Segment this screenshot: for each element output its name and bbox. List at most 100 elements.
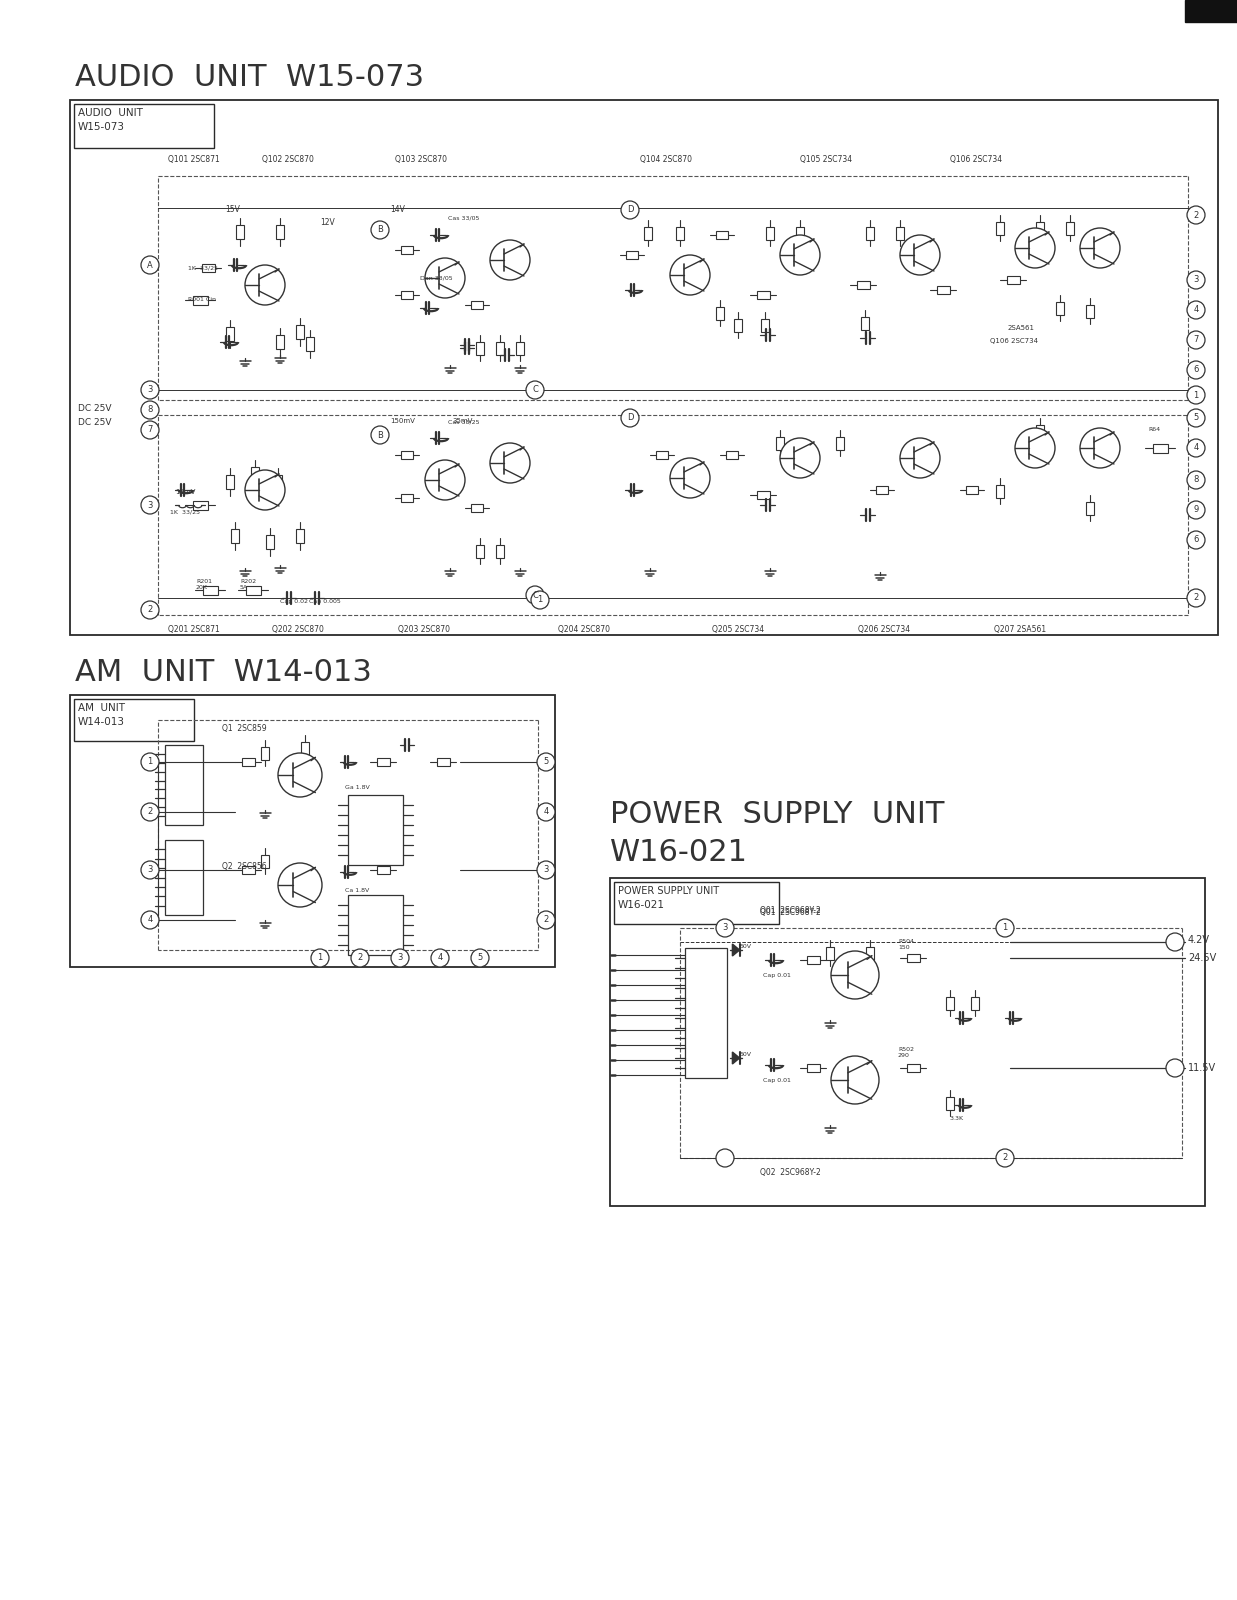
Text: Q02  2SC968Y-2: Q02 2SC968Y-2	[760, 1168, 821, 1178]
Circle shape	[430, 949, 449, 966]
Circle shape	[1166, 933, 1184, 950]
Circle shape	[278, 754, 322, 797]
Text: Q102 2SC870: Q102 2SC870	[262, 155, 314, 165]
Circle shape	[716, 918, 734, 938]
Text: DC 25V: DC 25V	[78, 403, 111, 413]
Bar	[71, 99, 1218, 635]
Circle shape	[141, 496, 160, 514]
Text: 3: 3	[397, 954, 403, 963]
Text: 4: 4	[1194, 306, 1199, 315]
Text: AUDIO  UNIT  W15-073: AUDIO UNIT W15-073	[75, 62, 424, 91]
Circle shape	[1188, 301, 1205, 318]
Bar	[193, 296, 208, 304]
Circle shape	[831, 950, 880, 998]
Bar	[907, 954, 919, 962]
Text: 8: 8	[147, 405, 152, 414]
Bar	[276, 334, 285, 349]
Bar	[1185, 0, 1237, 22]
Circle shape	[141, 381, 160, 398]
Circle shape	[1188, 331, 1205, 349]
Polygon shape	[732, 944, 740, 955]
Bar	[165, 746, 203, 826]
Text: DC 25V: DC 25V	[78, 418, 111, 427]
Bar	[476, 544, 484, 557]
Circle shape	[781, 235, 820, 275]
Text: Cas 33/25: Cas 33/25	[448, 419, 480, 426]
Circle shape	[831, 1056, 880, 1104]
Bar	[1037, 424, 1044, 437]
Bar	[516, 341, 524, 355]
Bar	[74, 104, 214, 149]
Bar	[946, 997, 954, 1010]
Bar	[896, 227, 904, 240]
Text: Cas 33/05: Cas 33/05	[448, 214, 480, 219]
Circle shape	[1188, 206, 1205, 224]
Circle shape	[996, 918, 1014, 938]
Text: W14-013: W14-013	[78, 717, 125, 726]
Circle shape	[1188, 386, 1205, 403]
Bar	[716, 307, 724, 320]
Text: Q104 2SC870: Q104 2SC870	[640, 155, 691, 165]
Text: Q101 2SC871: Q101 2SC871	[168, 155, 220, 165]
Circle shape	[245, 266, 285, 306]
Circle shape	[490, 443, 529, 483]
Text: Q106 2SC734: Q106 2SC734	[950, 155, 1002, 165]
Text: 11.5V: 11.5V	[1188, 1062, 1216, 1074]
Text: Q201 2SC871: Q201 2SC871	[168, 626, 220, 634]
Bar	[776, 437, 784, 450]
Bar	[348, 795, 403, 866]
Bar	[761, 318, 769, 331]
Text: 50V: 50V	[740, 944, 752, 949]
Circle shape	[1016, 427, 1055, 467]
Text: 4: 4	[147, 915, 152, 925]
Bar	[376, 758, 390, 766]
Text: 1K  33/25: 1K 33/25	[188, 266, 218, 270]
Circle shape	[141, 421, 160, 438]
Text: R201
20K: R201 20K	[195, 579, 212, 590]
Bar	[71, 694, 555, 966]
Bar	[876, 486, 888, 494]
Text: C: C	[532, 386, 538, 395]
Text: W16-021: W16-021	[618, 899, 666, 910]
Circle shape	[351, 949, 369, 966]
Text: 4: 4	[1194, 443, 1199, 453]
Text: Q205 2SC734: Q205 2SC734	[713, 626, 764, 634]
Circle shape	[141, 256, 160, 274]
Circle shape	[537, 910, 555, 930]
Text: AUDIO  UNIT: AUDIO UNIT	[78, 109, 143, 118]
Bar	[401, 291, 413, 299]
Text: 4: 4	[438, 954, 443, 963]
Bar	[401, 246, 413, 254]
Bar	[231, 530, 239, 542]
Bar	[795, 227, 804, 240]
Circle shape	[141, 402, 160, 419]
Text: Q203 2SC870: Q203 2SC870	[398, 626, 450, 634]
Text: Q207 2SA561: Q207 2SA561	[995, 626, 1047, 634]
Text: Q202 2SC870: Q202 2SC870	[272, 626, 324, 634]
Circle shape	[670, 254, 710, 294]
Bar	[471, 301, 482, 309]
Bar	[757, 491, 769, 499]
Circle shape	[141, 910, 160, 930]
Bar	[261, 854, 268, 867]
Bar	[656, 451, 668, 459]
Circle shape	[1080, 227, 1119, 267]
Bar	[1153, 443, 1168, 453]
Bar	[301, 741, 309, 755]
Text: 3: 3	[147, 386, 152, 395]
Bar	[946, 1096, 954, 1109]
Text: Ca 1.8V: Ca 1.8V	[345, 888, 370, 893]
Bar	[306, 338, 314, 350]
Circle shape	[1188, 470, 1205, 490]
Text: 150mV: 150mV	[390, 418, 414, 424]
Circle shape	[526, 586, 544, 603]
Bar	[866, 227, 875, 240]
Bar	[496, 341, 503, 355]
Text: R504
150: R504 150	[898, 939, 914, 950]
Circle shape	[781, 438, 820, 478]
Circle shape	[716, 1149, 734, 1166]
Text: 24.5V: 24.5V	[1188, 954, 1216, 963]
Text: 14V: 14V	[390, 205, 404, 214]
Text: R202
5A: R202 5A	[240, 579, 256, 590]
Circle shape	[471, 949, 489, 966]
